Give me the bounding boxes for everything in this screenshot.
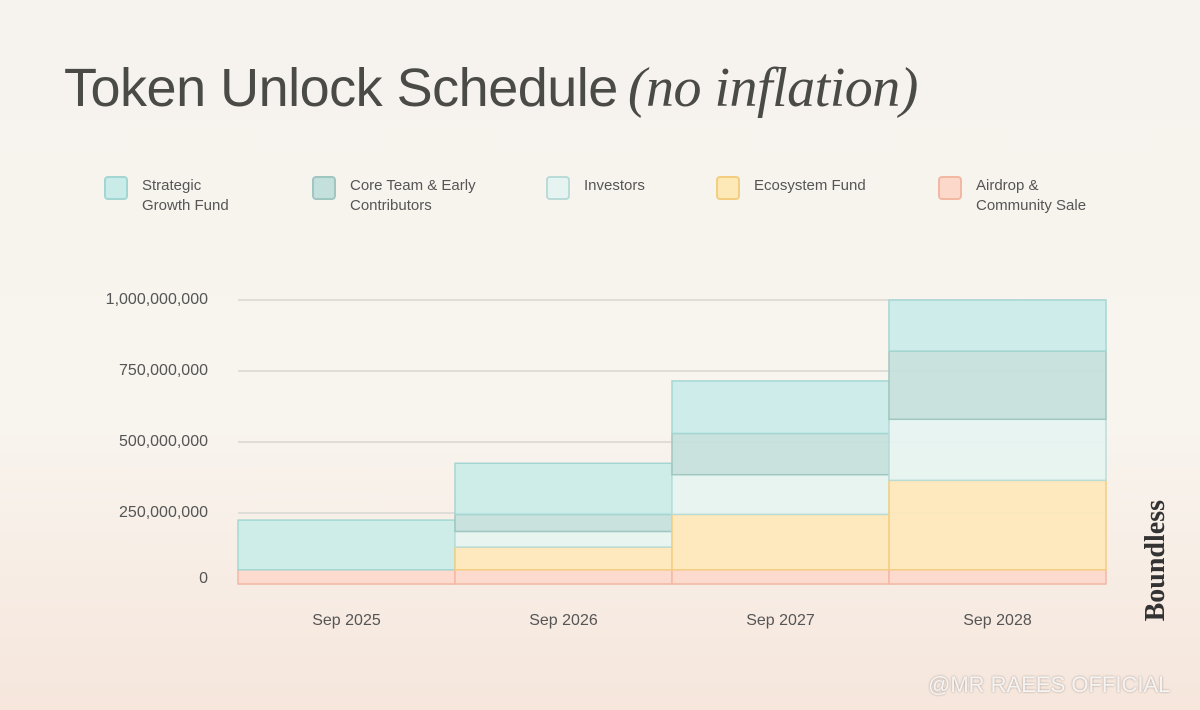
y-tick-label: 750,000,000 (119, 362, 208, 379)
bar-segment (671, 380, 890, 435)
bar-segment (671, 513, 890, 571)
bar-segment (454, 530, 673, 548)
bar-segment (454, 546, 673, 571)
bar-segment (454, 569, 673, 585)
bar-segment (237, 519, 456, 571)
bar-segment (454, 462, 673, 516)
brand: Boundless (1140, 500, 1171, 622)
y-tick-label: 1,000,000,000 (106, 291, 208, 308)
chart-subtitle: (no inflation) (627, 57, 919, 119)
y-tick-label: 500,000,000 (119, 433, 208, 450)
bar-segment (888, 479, 1107, 571)
legend-item: Ecosystem Fund (716, 176, 894, 200)
bar-segment (237, 569, 456, 585)
legend-label: Investors (584, 177, 645, 194)
legend-swatch (546, 176, 570, 200)
chart-title: Token Unlock Schedule (64, 58, 618, 118)
bar-segment (671, 432, 890, 476)
legend-item: Airdrop & Community Sale (938, 176, 1106, 216)
bar-segment (888, 418, 1107, 482)
y-tick-label: 0 (199, 570, 208, 587)
bar-segment (888, 569, 1107, 585)
legend-item: Core Team & Early Contributors (312, 176, 500, 216)
legend-item: Investors (546, 176, 674, 200)
x-tick-label: Sep 2025 (312, 612, 381, 629)
watermark: @MR RAEES OFFICIAL (928, 672, 1171, 697)
legend-label: Core Team & Early Contributors (350, 177, 476, 214)
title-block: Token Unlock Schedule (no inflation) (64, 56, 918, 120)
bar-segment (888, 350, 1107, 421)
legend-label: Airdrop & Community Sale (976, 177, 1087, 214)
legend-swatch (312, 176, 336, 200)
legend-swatch (716, 176, 740, 200)
x-tick-label: Sep 2027 (746, 612, 815, 629)
bar-segment (454, 513, 673, 533)
x-tick-label: Sep 2026 (529, 612, 598, 629)
legend-swatch (938, 176, 962, 200)
bar-segment (671, 569, 890, 585)
legend-label: Ecosystem Fund (754, 177, 866, 194)
y-tick-label: 250,000,000 (119, 504, 208, 521)
legend-label: Strategic Growth Fund (142, 177, 229, 214)
legend-swatch (104, 176, 128, 200)
bar-segment (888, 299, 1107, 352)
x-tick-label: Sep 2028 (963, 612, 1032, 629)
legend-item: Strategic Growth Fund (104, 176, 252, 216)
bar-segment (671, 473, 890, 516)
